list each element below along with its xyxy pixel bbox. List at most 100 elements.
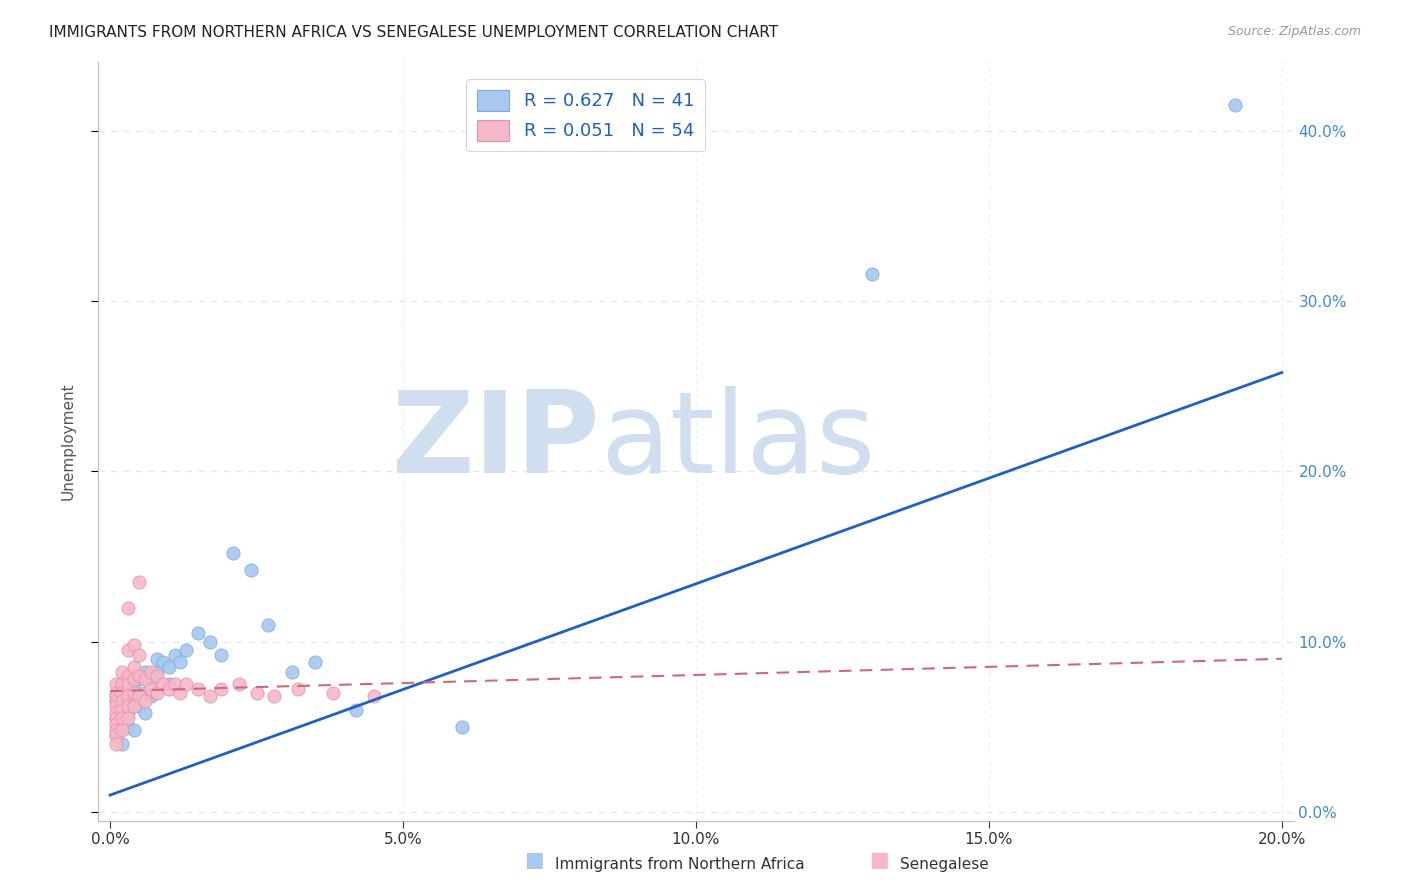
Point	[105, 694, 128, 708]
Point	[111, 694, 134, 708]
Point	[134, 706, 156, 721]
Point	[117, 720, 139, 734]
Point	[134, 694, 156, 708]
Point	[111, 703, 134, 717]
Point	[117, 694, 139, 708]
Point	[187, 626, 209, 640]
Point	[146, 669, 169, 683]
Point	[111, 711, 134, 725]
Point	[117, 677, 139, 691]
Point	[228, 677, 250, 691]
Point	[105, 737, 128, 751]
Point	[263, 690, 285, 704]
Point	[105, 694, 128, 708]
Point	[128, 690, 150, 704]
Point	[287, 682, 309, 697]
Point	[105, 706, 128, 721]
Text: ■: ■	[869, 850, 889, 870]
Point	[111, 677, 134, 691]
Point	[105, 711, 128, 725]
Point	[134, 686, 156, 700]
Point	[239, 563, 262, 577]
Point	[122, 660, 145, 674]
Point	[122, 699, 145, 714]
Text: IMMIGRANTS FROM NORTHERN AFRICA VS SENEGALESE UNEMPLOYMENT CORRELATION CHART: IMMIGRANTS FROM NORTHERN AFRICA VS SENEG…	[49, 25, 779, 40]
Point	[152, 677, 174, 691]
Point	[128, 575, 150, 590]
Point	[122, 723, 145, 738]
Point	[141, 672, 163, 686]
Point	[105, 723, 128, 738]
Point	[157, 677, 180, 691]
Point	[169, 655, 191, 669]
Point	[105, 699, 128, 714]
Point	[304, 655, 326, 669]
Point	[117, 669, 139, 683]
Point	[257, 617, 280, 632]
Point	[105, 728, 128, 742]
Point	[117, 699, 139, 714]
Point	[860, 267, 883, 281]
Point	[344, 703, 367, 717]
Point	[105, 728, 128, 742]
Point	[163, 648, 186, 663]
Point	[141, 665, 163, 680]
Point	[117, 643, 139, 657]
Point	[111, 665, 134, 680]
Point	[105, 677, 128, 691]
Point	[111, 711, 134, 725]
Point	[363, 690, 385, 704]
Point	[141, 690, 163, 704]
Point	[281, 665, 304, 680]
Text: ZIP: ZIP	[392, 386, 600, 497]
Point	[111, 686, 134, 700]
Point	[111, 737, 134, 751]
Point	[198, 634, 221, 648]
Point	[105, 716, 128, 731]
Point	[117, 677, 139, 691]
Point	[450, 720, 472, 734]
Point	[111, 686, 134, 700]
Point	[187, 682, 209, 697]
Y-axis label: Unemployment: Unemployment	[60, 383, 76, 500]
Text: Source: ZipAtlas.com: Source: ZipAtlas.com	[1227, 25, 1361, 38]
Point	[105, 711, 128, 725]
Point	[169, 686, 191, 700]
Point	[211, 648, 233, 663]
Point	[152, 655, 174, 669]
Point	[322, 686, 344, 700]
Point	[105, 686, 128, 700]
Point	[128, 672, 150, 686]
Point	[211, 682, 233, 697]
Point	[163, 677, 186, 691]
Point	[222, 546, 245, 560]
Point	[134, 665, 156, 680]
Point	[105, 690, 128, 704]
Point	[117, 711, 139, 725]
Point	[146, 652, 169, 666]
Legend: R = 0.627   N = 41, R = 0.051   N = 54: R = 0.627 N = 41, R = 0.051 N = 54	[465, 79, 704, 152]
Text: ■: ■	[524, 850, 544, 870]
Point	[128, 699, 150, 714]
Point	[157, 682, 180, 697]
Point	[122, 672, 145, 686]
Point	[122, 638, 145, 652]
Point	[146, 665, 169, 680]
Point	[117, 706, 139, 721]
Point	[122, 686, 145, 700]
Text: atlas: atlas	[600, 386, 876, 497]
Point	[146, 686, 169, 700]
Point	[174, 677, 197, 691]
Text: Immigrants from Northern Africa: Immigrants from Northern Africa	[555, 857, 806, 872]
Point	[157, 660, 180, 674]
Point	[111, 703, 134, 717]
Point	[117, 690, 139, 704]
Point	[117, 600, 139, 615]
Point	[198, 690, 221, 704]
Point	[111, 723, 134, 738]
Point	[246, 686, 269, 700]
Point	[128, 669, 150, 683]
Point	[1223, 98, 1246, 112]
Text: Senegalese: Senegalese	[900, 857, 988, 872]
Point	[128, 648, 150, 663]
